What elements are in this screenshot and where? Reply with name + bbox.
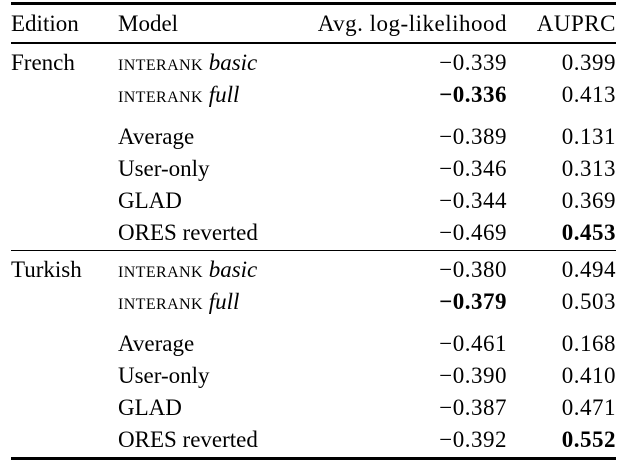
header-auprc: AUPRC	[536, 10, 616, 36]
table-row: Average −0.461 0.168	[11, 328, 616, 360]
edition-label: French	[11, 49, 75, 75]
model-cell: interank full	[118, 286, 312, 318]
log-likelihood-value: −0.389	[439, 123, 507, 149]
log-likelihood-value: −0.390	[439, 363, 507, 388]
log-likelihood-value: −0.346	[439, 155, 507, 181]
model-cell: User-only	[118, 363, 210, 388]
auprc-value: 0.453	[561, 219, 616, 245]
table-row: User-only −0.390 0.410	[11, 360, 616, 392]
header-log-likelihood: Avg. log-likelihood	[317, 10, 507, 36]
model-name: interank	[118, 257, 203, 282]
auprc-value: 0.410	[561, 363, 616, 388]
model-variant: basic	[208, 257, 258, 282]
section-turkish: Turkish interank basic −0.380 0.494 inte…	[11, 251, 616, 457]
baselines-group: Average −0.389 0.131 User-only −0.346 0.…	[11, 121, 616, 249]
log-likelihood-value: −0.344	[439, 187, 507, 213]
edition-label: Turkish	[11, 257, 82, 282]
interank-group: Turkish interank basic −0.380 0.494 inte…	[11, 254, 616, 318]
model-name: interank	[118, 49, 203, 75]
auprc-value: 0.413	[561, 81, 616, 107]
model-name: interank	[118, 289, 203, 314]
log-likelihood-value: −0.339	[439, 49, 507, 75]
auprc-value: 0.494	[561, 257, 616, 282]
log-likelihood-value: −0.387	[439, 395, 507, 420]
model-variant: basic	[208, 49, 258, 75]
model-cell: ORES reverted	[118, 219, 258, 245]
header-model: Model	[118, 10, 179, 36]
model-cell: interank basic	[118, 254, 312, 286]
log-likelihood-value: −0.379	[439, 289, 507, 314]
auprc-value: 0.131	[561, 123, 616, 149]
log-likelihood-value: −0.392	[439, 427, 507, 452]
auprc-value: 0.399	[561, 49, 616, 75]
auprc-value: 0.313	[561, 155, 616, 181]
table-row: Turkish interank basic −0.380 0.494	[11, 254, 616, 286]
model-cell: User-only	[118, 155, 210, 181]
model-cell: interank basic	[118, 47, 312, 79]
header-rule	[11, 42, 616, 44]
model-variant: full	[208, 81, 240, 107]
auprc-value: 0.168	[561, 331, 616, 356]
model-cell: GLAD	[118, 395, 182, 420]
model-cell: ORES reverted	[118, 427, 258, 452]
model-variant: full	[208, 289, 240, 314]
auprc-value: 0.503	[561, 289, 616, 314]
section-rule	[11, 249, 616, 251]
table-row: French interank basic −0.339 0.399	[11, 47, 616, 79]
table-row: interank full −0.336 0.413	[11, 79, 616, 111]
table-row: Average −0.389 0.131	[11, 121, 616, 153]
log-likelihood-value: −0.469	[439, 219, 507, 245]
table-row: interank full −0.379 0.503	[11, 286, 616, 318]
log-likelihood-value: −0.380	[439, 257, 507, 282]
table-row: User-only −0.346 0.313	[11, 153, 616, 185]
table-row: GLAD −0.344 0.369	[11, 185, 616, 217]
model-cell: GLAD	[118, 187, 182, 213]
bottom-rule	[11, 457, 616, 460]
model-cell: Average	[118, 331, 195, 356]
auprc-value: 0.369	[561, 187, 616, 213]
table-row: ORES reverted −0.392 0.552	[11, 424, 616, 456]
auprc-value: 0.471	[561, 395, 616, 420]
table-row: GLAD −0.387 0.471	[11, 392, 616, 424]
baselines-group: Average −0.461 0.168 User-only −0.390 0.…	[11, 328, 616, 456]
top-rule	[11, 2, 616, 5]
table-header-row: Edition Model Avg. log-likelihood AUPRC	[11, 5, 616, 42]
model-cell: interank full	[118, 79, 312, 111]
interank-group: French interank basic −0.339 0.399 inter…	[11, 47, 616, 111]
section-french: French interank basic −0.339 0.399 inter…	[11, 44, 616, 250]
table-row: ORES reverted −0.469 0.453	[11, 217, 616, 249]
log-likelihood-value: −0.461	[439, 331, 507, 356]
auprc-value: 0.552	[561, 427, 616, 452]
header-edition: Edition	[11, 10, 79, 36]
model-cell: Average	[118, 123, 195, 149]
log-likelihood-value: −0.336	[439, 81, 507, 107]
model-name: interank	[118, 81, 203, 107]
